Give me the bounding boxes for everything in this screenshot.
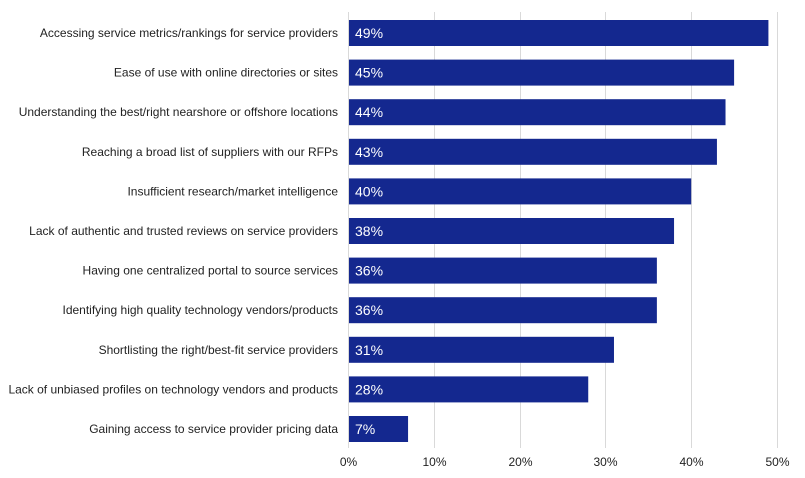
category-labels: Accessing service metrics/rankings for s… [8,26,338,436]
bar [349,138,717,165]
bar-value-label: 38% [355,223,383,239]
bar [349,257,657,284]
bar [349,59,735,86]
bar-value-label: 31% [355,342,383,358]
bar-value-label: 43% [355,144,383,160]
bar [349,218,675,244]
category-label: Shortlisting the right/best-fit service … [99,343,338,357]
category-label: Ease of use with online directories or s… [114,66,338,80]
bar-value-label: 28% [355,381,383,397]
category-label: Gaining access to service provider prici… [89,422,338,436]
x-tick-label: 50% [765,455,789,469]
category-label: Lack of unbiased profiles on technology … [8,382,338,396]
x-tick-label: 30% [593,455,617,469]
bar-value-label: 44% [355,104,383,120]
bar [349,376,589,403]
category-label: Accessing service metrics/rankings for s… [40,26,338,40]
bar-value-label: 45% [355,65,383,81]
bar-value-label: 40% [355,183,383,199]
x-tick-label: 10% [422,455,446,469]
category-label: Lack of authentic and trusted reviews on… [29,224,338,238]
bar-value-label: 36% [355,302,383,318]
bar [349,99,726,126]
bar [349,416,409,442]
bar [349,178,692,205]
x-tick-label: 20% [508,455,532,469]
x-tick-label: 40% [679,455,703,469]
category-label: Having one centralized portal to source … [83,264,338,278]
bar-value-label: 36% [355,263,383,279]
category-label: Identifying high quality technology vend… [62,303,338,317]
bar [349,20,769,46]
x-axis-ticks: 0% 10% 20% 30% 40% 50% [340,455,790,469]
category-label: Insufficient research/market intelligenc… [127,184,338,198]
bar-value-label: 7% [355,421,375,437]
bars: 49% 45% 44% 43% 40% 38% 36% 36% 31% 28% 7% [349,20,769,442]
bar-value-label: 49% [355,25,383,41]
x-tick-label: 0% [340,455,358,469]
bar [349,297,657,324]
category-label: Understanding the best/right nearshore o… [19,105,338,119]
category-label: Reaching a broad list of suppliers with … [82,145,338,159]
bar [349,336,614,363]
